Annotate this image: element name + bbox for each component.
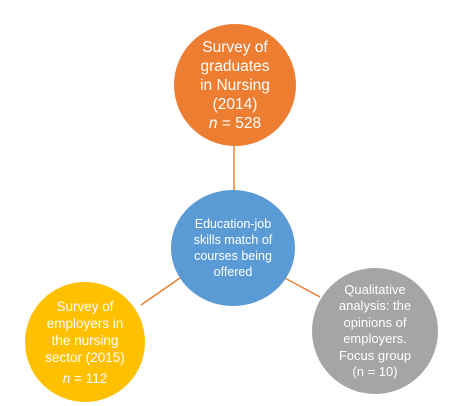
employers-survey-line-1: Survey of — [56, 298, 114, 314]
focus-group-line-6: (n = 10) — [352, 364, 398, 379]
employers-sample-n-var: n — [62, 370, 71, 386]
employers-survey-node: Survey of employers in the nursing secto… — [25, 282, 145, 402]
employers-sample-n-value: = 112 — [70, 370, 108, 386]
employers-survey-line-2: employers in — [46, 315, 124, 331]
graduates-survey-line-4: (2014) — [212, 95, 258, 113]
graduates-survey-line-3: in Nursing — [200, 76, 270, 94]
focus-group-line-4: employers. — [343, 331, 407, 346]
education-job-line-3: courses being — [194, 249, 272, 263]
focus-group-line-5: Focus group — [338, 347, 412, 363]
education-job-match-node: Education-job skills match of courses be… — [171, 190, 295, 306]
education-job-line-4: offered — [213, 265, 253, 279]
focus-group-line-2: analysis: the — [338, 298, 412, 313]
focus-group-line-1: Qualitative — [344, 281, 406, 297]
connector-center-right — [282, 276, 321, 298]
employers-survey-line-3: the nursing — [51, 332, 119, 348]
connector-center-left — [140, 277, 181, 306]
graduates-sample-n-var: n — [208, 114, 218, 132]
employers-survey-line-4: sector (2015) — [45, 349, 125, 365]
focus-group-line-3: opinions of — [343, 314, 407, 330]
focus-group-node: Qualitative analysis: the opinions of em… — [312, 268, 438, 394]
graduates-sample-size: n = 528 — [209, 114, 261, 133]
graduates-survey-line-1: Survey of — [202, 38, 268, 56]
graduates-sample-n-value: = 528 — [217, 114, 262, 132]
employers-sample-size: n = 112 — [63, 370, 107, 387]
graduates-survey-line-2: graduates — [200, 57, 270, 75]
graduates-survey-node: Survey of graduates in Nursing (2014) n … — [174, 24, 296, 146]
education-job-line-1: Education-job — [194, 217, 272, 231]
education-job-line-2: skills match of — [193, 233, 273, 247]
